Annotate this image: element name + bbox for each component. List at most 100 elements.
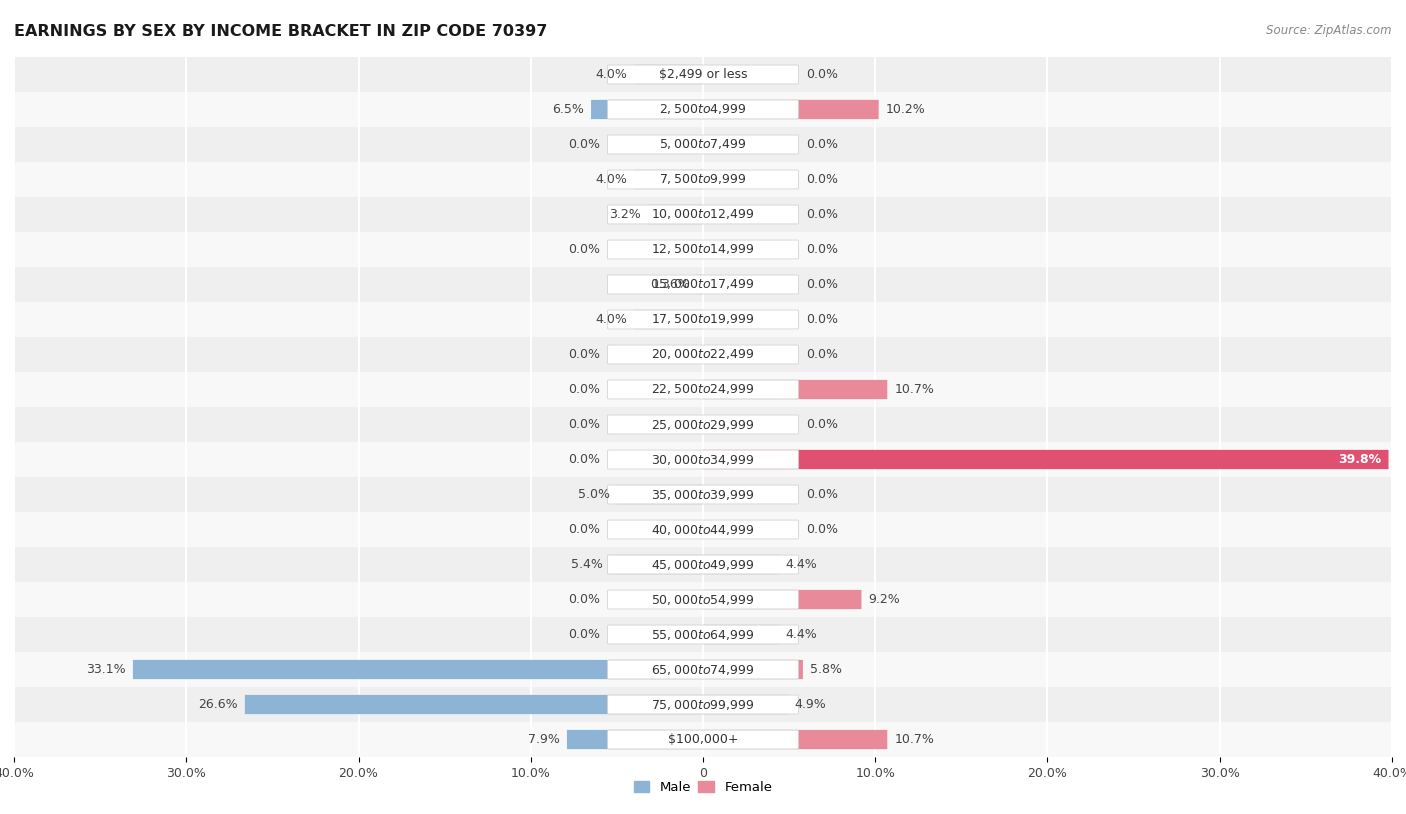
Text: 0.0%: 0.0% [807,313,838,326]
Text: $55,000 to $64,999: $55,000 to $64,999 [651,628,755,641]
Bar [14,372,1392,407]
Text: Source: ZipAtlas.com: Source: ZipAtlas.com [1267,24,1392,37]
FancyBboxPatch shape [607,520,799,539]
Bar [703,730,887,749]
Text: $12,500 to $14,999: $12,500 to $14,999 [651,243,755,256]
Text: 0.36%: 0.36% [650,278,690,291]
FancyBboxPatch shape [607,485,799,504]
Bar [14,57,1392,92]
Text: 0.0%: 0.0% [568,348,599,361]
FancyBboxPatch shape [607,170,799,189]
Text: $2,499 or less: $2,499 or less [659,68,747,81]
Text: 39.8%: 39.8% [1339,453,1382,466]
Text: 5.8%: 5.8% [810,663,842,676]
Bar [610,555,703,574]
FancyBboxPatch shape [607,275,799,294]
Bar [245,695,703,714]
Text: 0.0%: 0.0% [807,68,838,81]
Text: 3.2%: 3.2% [609,208,641,221]
Text: $65,000 to $74,999: $65,000 to $74,999 [651,663,755,676]
Bar [14,617,1392,652]
Bar [14,267,1392,302]
Text: $40,000 to $44,999: $40,000 to $44,999 [651,523,755,536]
Text: $30,000 to $34,999: $30,000 to $34,999 [651,453,755,466]
Bar [567,730,703,749]
FancyBboxPatch shape [607,310,799,329]
FancyBboxPatch shape [607,660,799,679]
Text: $22,500 to $24,999: $22,500 to $24,999 [651,383,755,396]
Text: 26.6%: 26.6% [198,698,238,711]
FancyBboxPatch shape [607,100,799,119]
Text: $100,000+: $100,000+ [668,733,738,746]
Text: 0.0%: 0.0% [807,348,838,361]
Bar [14,127,1392,162]
Bar [14,302,1392,337]
FancyBboxPatch shape [607,135,799,154]
Bar [14,92,1392,127]
Bar [14,477,1392,512]
Text: $25,000 to $29,999: $25,000 to $29,999 [651,418,755,431]
Text: EARNINGS BY SEX BY INCOME BRACKET IN ZIP CODE 70397: EARNINGS BY SEX BY INCOME BRACKET IN ZIP… [14,24,547,39]
Text: $50,000 to $54,999: $50,000 to $54,999 [651,593,755,606]
Bar [591,100,703,119]
Bar [14,582,1392,617]
Text: 0.0%: 0.0% [568,383,599,396]
Text: 33.1%: 33.1% [86,663,127,676]
Text: 7.9%: 7.9% [529,733,560,746]
Text: 0.0%: 0.0% [807,488,838,501]
Text: 0.0%: 0.0% [807,208,838,221]
Text: 5.4%: 5.4% [571,558,603,571]
Bar [703,660,803,679]
Bar [703,380,887,399]
Text: $45,000 to $49,999: $45,000 to $49,999 [651,558,755,571]
FancyBboxPatch shape [607,730,799,749]
Text: $75,000 to $99,999: $75,000 to $99,999 [651,698,755,711]
Text: 0.0%: 0.0% [568,138,599,151]
Text: 0.0%: 0.0% [807,243,838,256]
Bar [648,205,703,224]
Text: $5,000 to $7,499: $5,000 to $7,499 [659,138,747,151]
Text: 0.0%: 0.0% [807,418,838,431]
FancyBboxPatch shape [607,205,799,224]
Bar [617,485,703,504]
Text: 10.7%: 10.7% [894,383,934,396]
Text: $10,000 to $12,499: $10,000 to $12,499 [651,208,755,221]
Text: 6.5%: 6.5% [553,103,583,116]
Text: 0.0%: 0.0% [568,418,599,431]
Bar [14,162,1392,197]
Bar [703,100,879,119]
Bar [634,170,703,189]
FancyBboxPatch shape [607,695,799,714]
Bar [14,722,1392,757]
Bar [14,652,1392,687]
Text: 0.0%: 0.0% [807,138,838,151]
Text: 4.0%: 4.0% [595,313,627,326]
Text: $20,000 to $22,499: $20,000 to $22,499 [651,348,755,361]
Text: 4.0%: 4.0% [595,68,627,81]
Text: 9.2%: 9.2% [869,593,900,606]
FancyBboxPatch shape [607,65,799,84]
Text: 0.0%: 0.0% [568,243,599,256]
Bar [703,695,787,714]
Bar [134,660,703,679]
Text: 10.7%: 10.7% [894,733,934,746]
Bar [14,232,1392,267]
FancyBboxPatch shape [607,345,799,364]
FancyBboxPatch shape [607,450,799,469]
Text: $15,000 to $17,499: $15,000 to $17,499 [651,278,755,291]
Text: 10.2%: 10.2% [886,103,925,116]
FancyBboxPatch shape [607,240,799,259]
Text: 0.0%: 0.0% [568,523,599,536]
Bar [703,555,779,574]
Bar [14,407,1392,442]
Bar [14,547,1392,582]
Bar [14,687,1392,722]
FancyBboxPatch shape [607,590,799,609]
Text: 4.4%: 4.4% [786,628,817,641]
Text: 4.0%: 4.0% [595,173,627,186]
Text: $17,500 to $19,999: $17,500 to $19,999 [651,313,755,326]
Text: 0.0%: 0.0% [568,453,599,466]
Bar [14,442,1392,477]
Text: 5.0%: 5.0% [578,488,610,501]
Text: 0.0%: 0.0% [807,278,838,291]
